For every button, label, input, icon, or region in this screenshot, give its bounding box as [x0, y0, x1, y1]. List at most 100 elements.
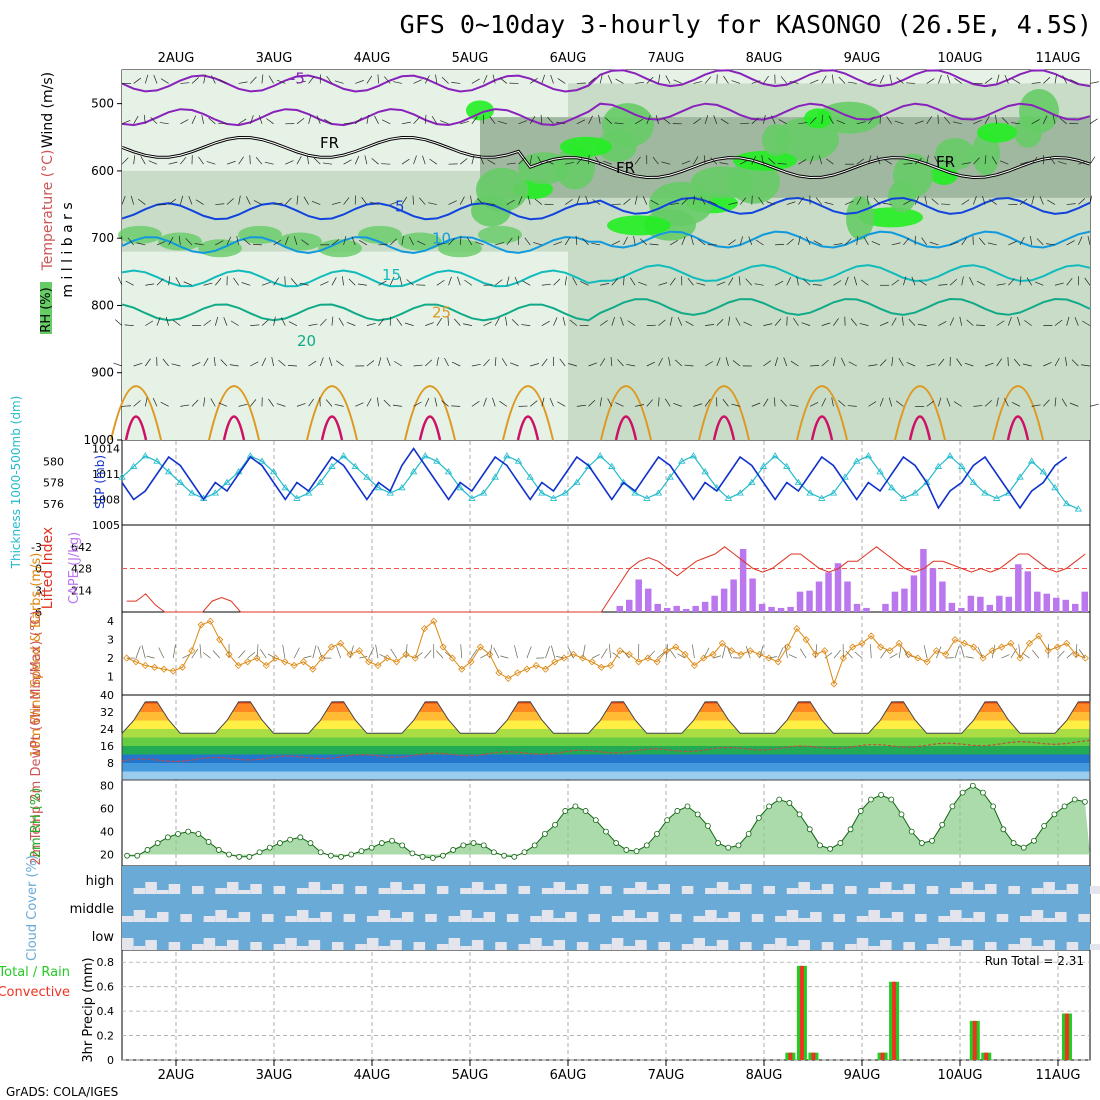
wind-barb: [226, 236, 232, 246]
cloud-gap: [378, 888, 391, 894]
wind-barb: [588, 77, 596, 84]
rh2m-point: [674, 808, 681, 814]
wind-barb: [1074, 317, 1079, 326]
thickness-point: [374, 484, 383, 491]
wind-barb: [1089, 403, 1099, 407]
wind-barb: [681, 160, 691, 165]
cloud-gap: [471, 918, 484, 922]
isotherm-25-loop: [502, 385, 554, 441]
wind-barb: [844, 238, 852, 246]
wind-barb: [226, 198, 234, 205]
wind-barb: [617, 359, 624, 367]
thickness-point: [304, 489, 313, 496]
wind-barb: [1078, 649, 1086, 659]
wind-barb: [871, 241, 881, 246]
wind-barb: [973, 157, 980, 165]
wind-barb: [623, 276, 625, 286]
wind-barb: [693, 403, 703, 407]
wind-barb: [212, 650, 220, 659]
wind-barb: [238, 195, 241, 205]
wind-speed-point: [206, 617, 214, 625]
cloud-gap: [156, 890, 169, 894]
wind-barb: [537, 156, 543, 165]
cloud-gap: [985, 942, 997, 950]
wind-barb: [381, 119, 391, 125]
wind-barb: [198, 156, 204, 165]
wind-barb: [464, 279, 473, 286]
wind-barb: [238, 156, 244, 165]
wind-barb: [996, 320, 1005, 326]
rh2m-point: [256, 849, 263, 856]
cloud-gap: [553, 940, 566, 950]
wind-barb: [634, 156, 641, 165]
cloud-gap: [786, 946, 799, 950]
date-label-top: 6AUG: [550, 51, 587, 66]
wind-speed-point: [337, 639, 345, 647]
cloud-gap: [308, 882, 321, 894]
wind-speed-point: [709, 650, 717, 658]
wind-barb: [215, 240, 224, 246]
wind-barb: [463, 323, 472, 326]
li-label: Lifted Index: [40, 527, 56, 609]
wind-barb: [662, 118, 671, 125]
wind-barb: [1030, 235, 1033, 245]
wind-speed-point: [299, 658, 308, 666]
wind-barb: [1057, 161, 1067, 165]
cloud-gap: [448, 916, 461, 922]
wind-barb: [404, 322, 414, 326]
wind-barb: [818, 155, 823, 165]
wind-barb: [973, 195, 977, 205]
wind-barb: [926, 78, 935, 84]
wind-barb: [541, 74, 545, 84]
rh-high-patch: [1019, 89, 1059, 134]
cloud-gap: [693, 916, 705, 922]
rh-high-patch: [649, 181, 713, 226]
wind-barb: [870, 644, 872, 659]
wind-barb: [934, 155, 939, 165]
wind-barb: [740, 122, 750, 125]
cloud-gap: [623, 910, 636, 922]
wind-barb: [1019, 236, 1025, 246]
wind-barb: [745, 278, 753, 286]
cloud-gap: [856, 938, 869, 950]
date-label-bottom: 2AUG: [158, 1068, 195, 1083]
wind-barb: [1089, 118, 1098, 125]
wind-barb: [906, 82, 916, 84]
wind-barb: [600, 283, 610, 286]
wind-barb: [125, 280, 134, 286]
wind-barb: [576, 195, 580, 205]
wind-barb: [960, 645, 965, 659]
wind-barb: [821, 398, 827, 407]
wind-barb: [891, 317, 897, 326]
wind-barb: [639, 238, 648, 246]
cloud-gap: [635, 940, 647, 950]
wind-barb: [879, 321, 889, 326]
wind-barb: [931, 198, 939, 205]
cloud-gap: [763, 886, 775, 894]
wind-barb: [954, 645, 960, 659]
wind-speed-point: [467, 658, 475, 666]
wind-barb: [121, 405, 132, 407]
wind-barb: [261, 282, 271, 286]
wind-barb: [374, 115, 379, 124]
wind-speed-point: [448, 654, 456, 662]
footer-credit: GrADS: COLA/IGES: [6, 1085, 118, 1099]
rh-high-patch: [893, 153, 933, 198]
wind-barb: [1082, 320, 1091, 326]
wind-barb: [470, 195, 473, 205]
wind-barb: [253, 200, 263, 205]
wind-barb: [175, 277, 181, 286]
wind-barb: [441, 400, 449, 407]
wind-barb: [366, 398, 372, 407]
wind-barb: [506, 237, 513, 246]
thickness-point: [269, 468, 278, 475]
wind-barb: [770, 115, 776, 124]
cape-bar: [901, 588, 908, 612]
wind-barb: [290, 278, 298, 286]
wind-barb: [575, 235, 578, 245]
wind-barb: [409, 236, 414, 246]
date-label-top: 2AUG: [158, 51, 195, 66]
wind-barb: [401, 235, 404, 245]
wind-barb: [921, 237, 928, 246]
wind-barb: [168, 198, 177, 205]
